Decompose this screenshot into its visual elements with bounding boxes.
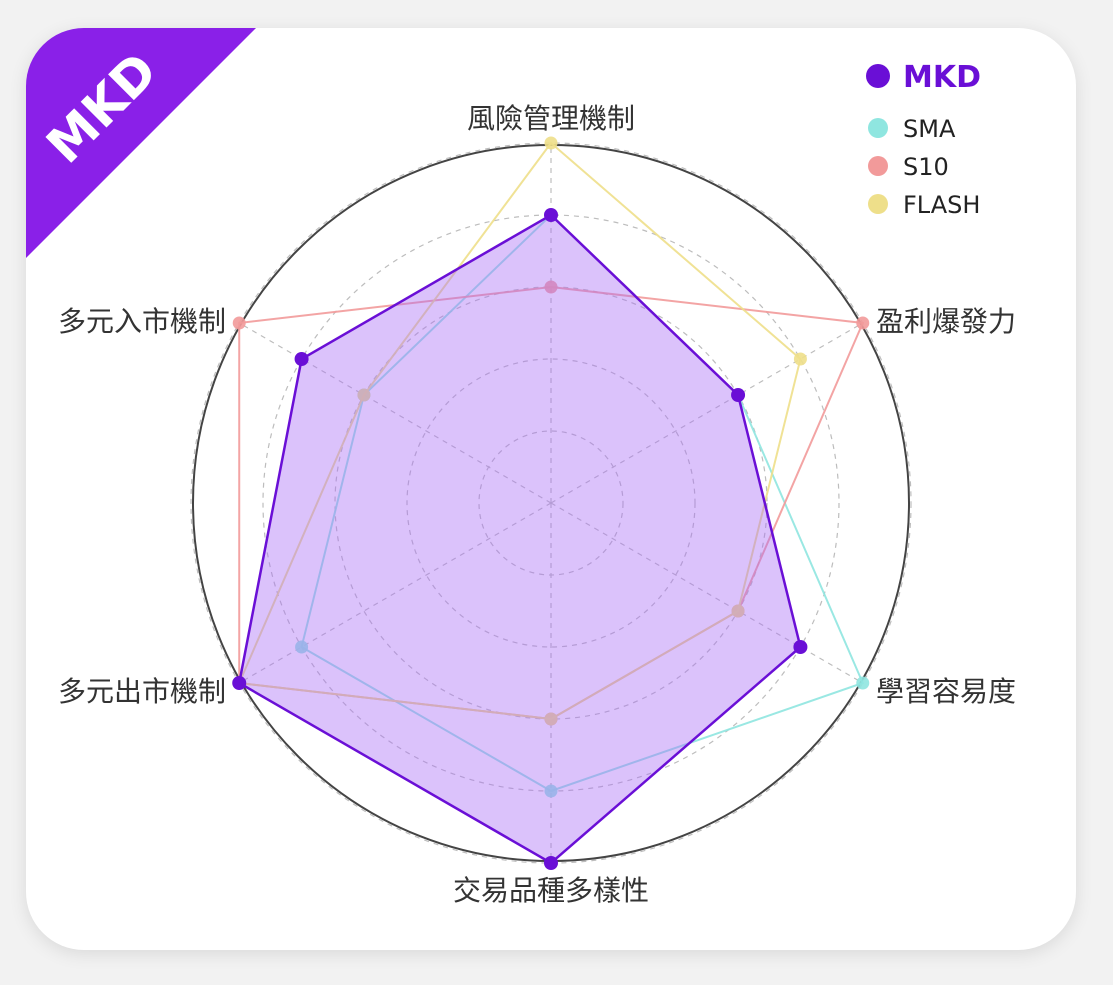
data-point: [295, 640, 309, 654]
chart-card: MKD 風險管理機制 盈利爆發力 學習容易度 交易品種多樣性 多元出市機制 多元入市機制 …: [26, 28, 1076, 950]
data-point: [731, 388, 746, 402]
legend-swatch: [868, 118, 888, 138]
data-point: [731, 604, 745, 618]
grid-spoke: [238, 322, 552, 504]
data-point: [544, 208, 558, 222]
data-point: [544, 856, 558, 870]
data-point: [793, 640, 808, 654]
axis-label: 交易品種多樣性: [453, 874, 649, 907]
data-point: [232, 316, 246, 330]
data-point: [856, 676, 870, 690]
grid-spoke: [550, 322, 864, 504]
corner-badge: MKD: [26, 28, 256, 258]
data-point: [544, 784, 558, 798]
legend-label: MKD: [903, 60, 981, 95]
data-point: [544, 136, 558, 150]
legend-swatch: [868, 194, 888, 214]
data-point: [544, 280, 558, 294]
legend-item-flash: FLASH: [868, 191, 980, 219]
data-point: [544, 712, 558, 726]
legend-label: FLASH: [903, 191, 980, 219]
grid-spoke: [238, 502, 552, 684]
legend-label: SMA: [903, 115, 956, 143]
data-point: [232, 676, 247, 690]
data-point: [793, 352, 807, 366]
grid-ring: [190, 142, 912, 864]
data-point: [294, 352, 309, 366]
legend-item-mkd: MKD: [866, 60, 981, 95]
axis-label: 多元出市機制: [58, 675, 226, 708]
legend-swatch: [866, 64, 890, 88]
legend-item-s10: S10: [868, 153, 949, 181]
series-line: [237, 213, 802, 865]
grid-ring: [334, 286, 768, 720]
data-point: [357, 388, 371, 402]
legend: MKD SMA S10 FLASH: [866, 60, 981, 219]
axis-label: 風險管理機制: [467, 102, 635, 135]
axis-label: 盈利爆發力: [876, 305, 1016, 338]
series-mkd: [232, 208, 808, 870]
legend-item-sma: SMA: [868, 115, 956, 143]
badge-ribbon: [26, 28, 256, 258]
grid-ring: [406, 358, 696, 648]
legend-label: S10: [903, 153, 949, 181]
grid-spoke: [550, 502, 864, 684]
radar-series: [232, 136, 870, 870]
radar-chart: MKD 風險管理機制盈利爆發力學習容易度交易品種多樣性多元出市機制多元入市機制 …: [26, 28, 1016, 907]
data-point: [856, 316, 870, 330]
axis-label: 多元入市機制: [58, 305, 226, 338]
axis-label: 學習容易度: [876, 675, 1016, 708]
legend-swatch: [868, 156, 888, 176]
